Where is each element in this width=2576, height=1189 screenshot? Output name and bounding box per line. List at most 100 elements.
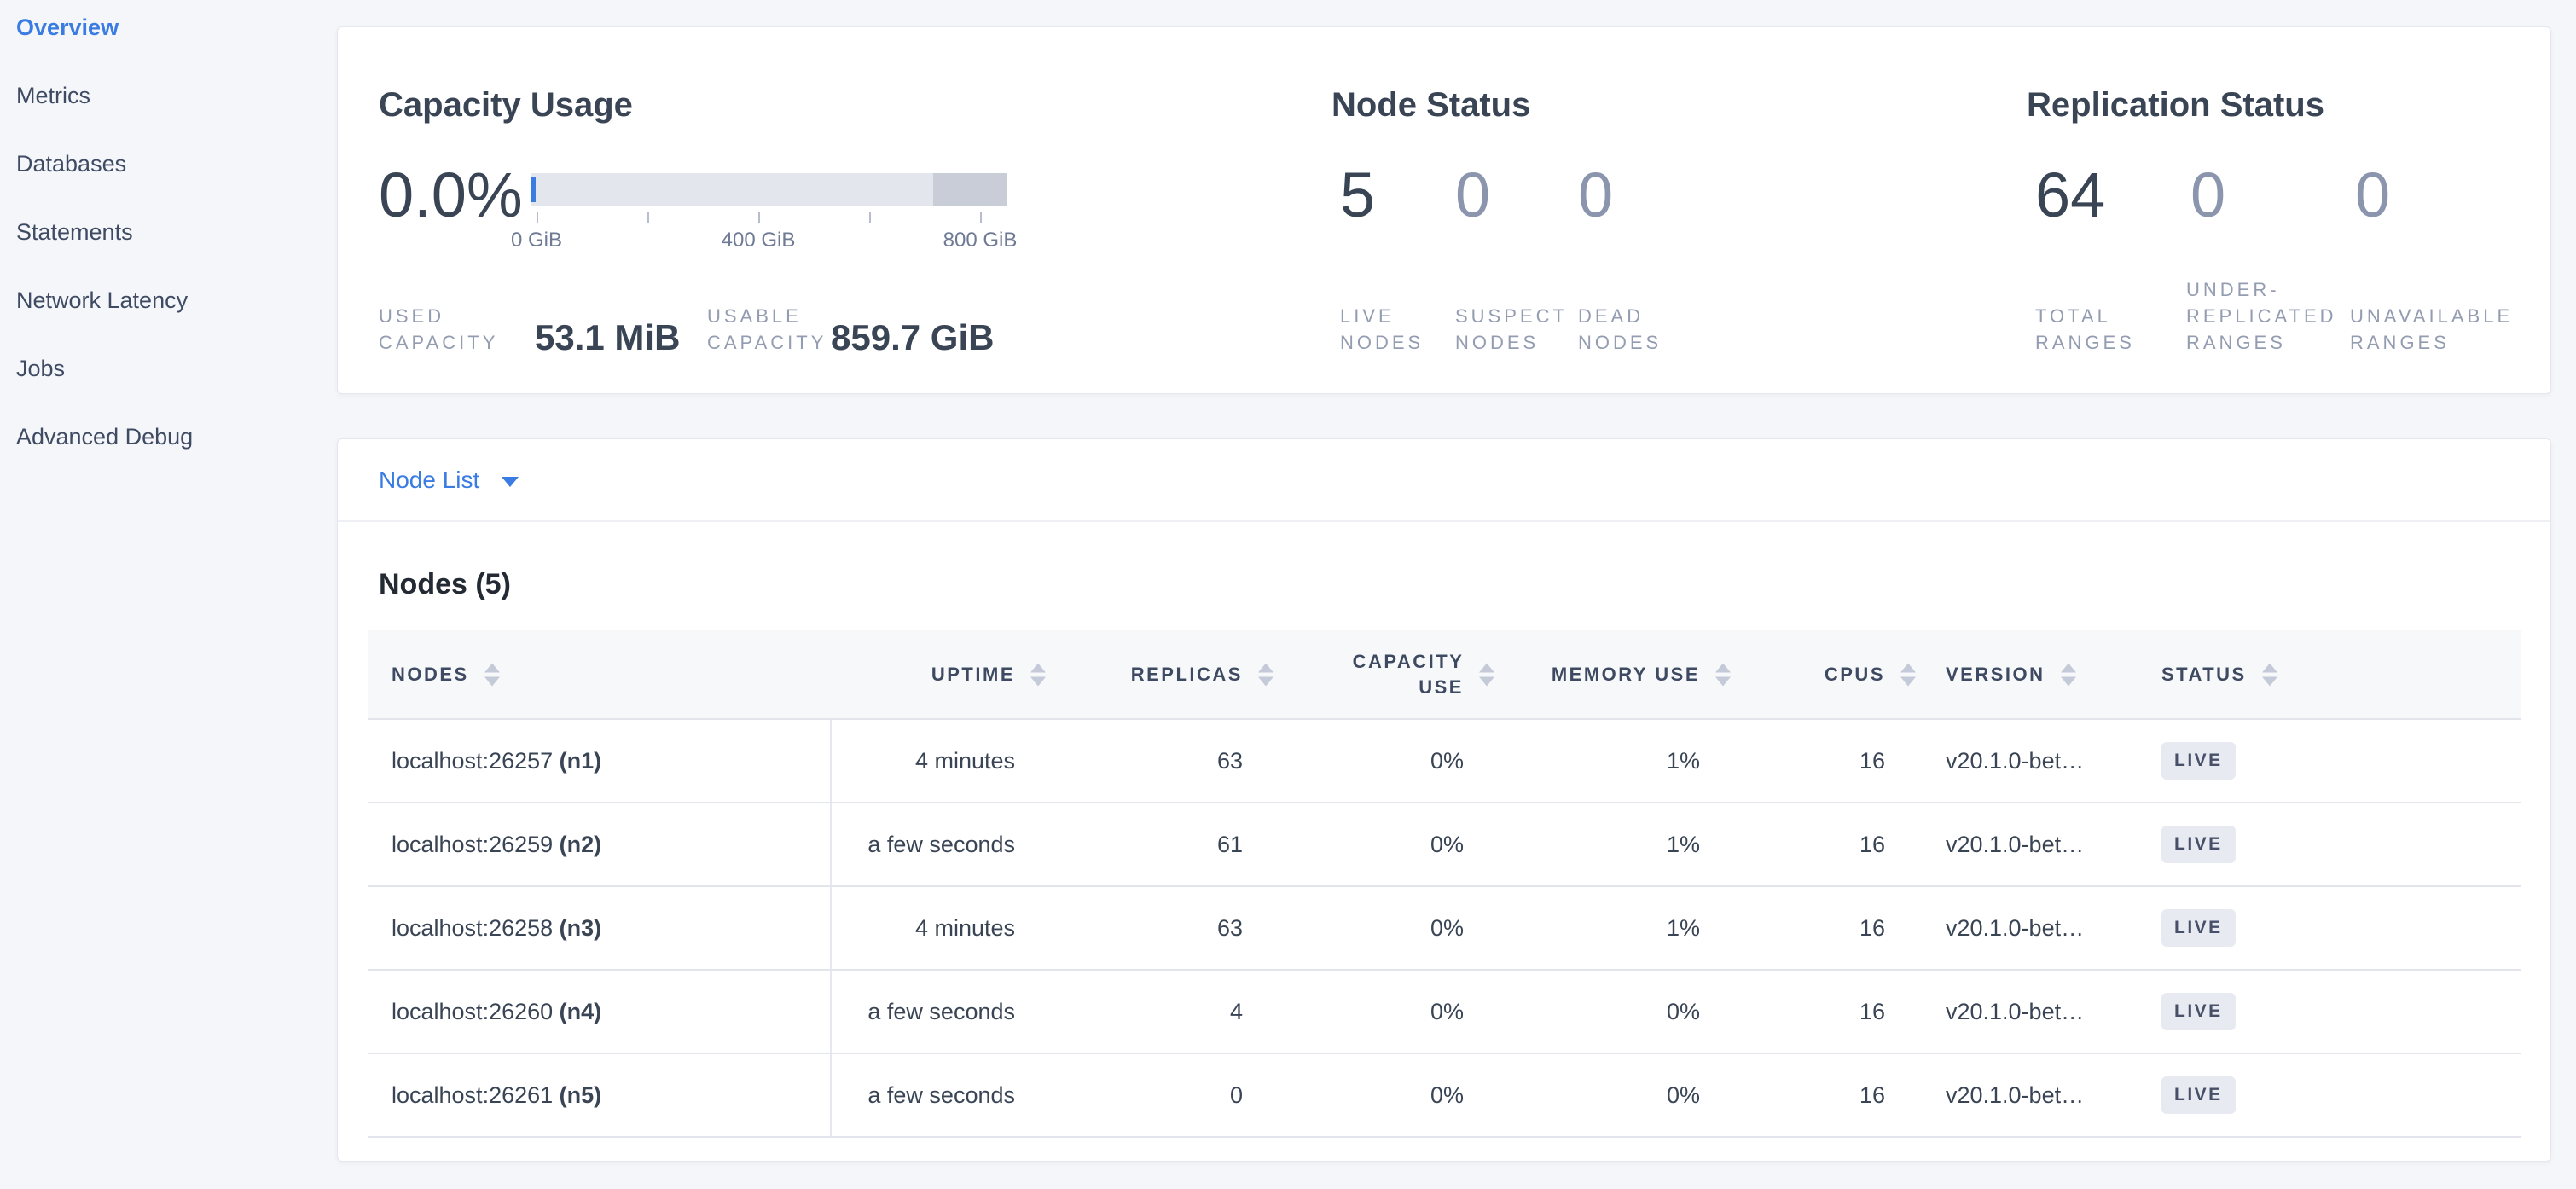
- node-status-title: Node Status: [1332, 86, 1531, 124]
- column-header-nodes[interactable]: NODES: [368, 630, 831, 720]
- unavailable-ranges-count: 0: [2355, 160, 2391, 230]
- capacity-gauge-nonusable-segment: [933, 173, 1007, 206]
- suspect-nodes-label: SUSPECT NODES: [1455, 305, 1568, 353]
- table-row: localhost:26261 (n5) a few seconds 0 0% …: [368, 1053, 2521, 1138]
- dead-nodes-count: 0: [1578, 160, 1614, 230]
- dead-nodes-label: DEAD NODES: [1578, 305, 1662, 353]
- capacity-gauge-track: [531, 173, 1007, 206]
- column-header-memory-use[interactable]: MEMORY USE: [1464, 630, 1731, 720]
- table-row: localhost:26257 (n1) 4 minutes 63 0% 1% …: [368, 719, 2521, 803]
- node-address[interactable]: localhost:26261 (n5): [368, 1053, 832, 1138]
- sort-icon: [1479, 663, 1494, 686]
- node-memory-use: 0%: [1464, 1053, 1700, 1138]
- column-header-replicas[interactable]: REPLICAS: [1015, 630, 1273, 720]
- total-ranges-count: 64: [2035, 160, 2106, 230]
- chevron-down-icon: [502, 476, 519, 487]
- sidebar-item-metrics[interactable]: Metrics: [16, 83, 90, 108]
- node-address[interactable]: localhost:26260 (n4): [368, 970, 832, 1054]
- node-cpus: 16: [1700, 1053, 1885, 1138]
- table-row: localhost:26260 (n4) a few seconds 4 0% …: [368, 970, 2521, 1054]
- capacity-gauge: 0 GiB 400 GiB 800 GiB: [511, 173, 1017, 252]
- table-row: localhost:26259 (n2) a few seconds 61 0%…: [368, 803, 2521, 887]
- gauge-tick: [758, 212, 760, 223]
- sidebar-item-jobs[interactable]: Jobs: [16, 356, 66, 381]
- gauge-tick-label: 0 GiB: [510, 229, 563, 252]
- nodes-table: NODES UPTIME REPLICAS CAPACITY USE: [368, 630, 2521, 1138]
- node-uptime: 4 minutes: [831, 719, 1015, 803]
- column-header-uptime[interactable]: UPTIME: [831, 630, 1046, 720]
- under-replicated-ranges-label: UNDER-REPLICATED RANGES: [2186, 279, 2337, 353]
- node-uptime: 4 minutes: [831, 886, 1015, 971]
- live-nodes-label: LIVE NODES: [1340, 305, 1424, 353]
- node-replicas: 4: [1015, 970, 1243, 1054]
- status-badge: LIVE: [2161, 909, 2236, 947]
- node-capacity-use: 0%: [1243, 803, 1464, 887]
- usable-capacity-value: 859.7 GiB: [831, 317, 995, 357]
- main-content: Capacity Usage 0.0% 0 GiB 400 GiB 800 Gi…: [337, 0, 2551, 1162]
- node-memory-use: 1%: [1464, 803, 1700, 887]
- node-cpus: 16: [1700, 886, 1885, 971]
- live-nodes-count: 5: [1340, 160, 1376, 230]
- used-capacity-label: USED CAPACITY: [379, 305, 499, 353]
- status-badge: LIVE: [2161, 993, 2236, 1030]
- node-replicas: 63: [1015, 719, 1243, 803]
- node-status-cell: LIVE: [2132, 719, 2521, 803]
- node-version: v20.1.0-bet…: [1885, 803, 2132, 887]
- sidebar: Overview Metrics Databases Statements Ne…: [0, 0, 324, 1189]
- node-capacity-use: 0%: [1243, 886, 1464, 971]
- node-capacity-use: 0%: [1243, 1053, 1464, 1138]
- sidebar-item-databases[interactable]: Databases: [16, 151, 127, 177]
- sidebar-item-advanced-debug[interactable]: Advanced Debug: [16, 424, 194, 450]
- sort-icon: [2261, 663, 2277, 686]
- status-badge: LIVE: [2161, 742, 2236, 780]
- node-replicas: 63: [1015, 886, 1243, 971]
- sort-icon: [2060, 663, 2076, 686]
- status-badge: LIVE: [2161, 1076, 2236, 1114]
- node-status-cell: LIVE: [2132, 886, 2521, 971]
- sidebar-item-overview[interactable]: Overview: [16, 14, 119, 40]
- node-cpus: 16: [1700, 719, 1885, 803]
- capacity-percent: 0.0%: [379, 160, 523, 230]
- node-status-cell: LIVE: [2132, 803, 2521, 887]
- sidebar-item-network-latency[interactable]: Network Latency: [16, 287, 189, 313]
- node-cpus: 16: [1700, 803, 1885, 887]
- unavailable-ranges-label: UNAVAILABLE RANGES: [2350, 305, 2514, 353]
- node-list-dropdown[interactable]: Node List: [338, 439, 2550, 522]
- sort-icon: [1715, 663, 1731, 686]
- usable-capacity-label: USABLE CAPACITY: [707, 305, 827, 353]
- total-ranges-label: TOTAL RANGES: [2035, 305, 2135, 353]
- column-header-status[interactable]: STATUS: [2132, 630, 2521, 720]
- sidebar-item-statements[interactable]: Statements: [16, 219, 133, 245]
- capacity-used-bar: [531, 177, 536, 202]
- gauge-tick-label: 400 GiB: [721, 229, 796, 252]
- node-list-dropdown-label: Node List: [379, 466, 480, 493]
- sort-icon: [484, 663, 500, 686]
- node-memory-use: 1%: [1464, 719, 1700, 803]
- node-memory-use: 1%: [1464, 886, 1700, 971]
- replication-status-title: Replication Status: [2027, 86, 2324, 124]
- node-address[interactable]: localhost:26258 (n3): [368, 886, 832, 971]
- gauge-tick-label: 800 GiB: [943, 229, 1018, 252]
- sort-icon: [1900, 663, 1916, 686]
- node-uptime: a few seconds: [831, 803, 1015, 887]
- node-capacity-use: 0%: [1243, 719, 1464, 803]
- column-header-capacity-use[interactable]: CAPACITY USE: [1243, 630, 1494, 720]
- nodes-table-title: Nodes (5): [379, 568, 511, 600]
- node-version: v20.1.0-bet…: [1885, 719, 2132, 803]
- column-header-cpus[interactable]: CPUS: [1700, 630, 1916, 720]
- node-capacity-use: 0%: [1243, 970, 1464, 1054]
- node-list-card: Node List Nodes (5) NODES UP: [337, 438, 2551, 1162]
- column-header-version[interactable]: VERSION: [1885, 630, 2132, 720]
- table-row: localhost:26258 (n3) 4 minutes 63 0% 1% …: [368, 886, 2521, 971]
- node-replicas: 61: [1015, 803, 1243, 887]
- gauge-tick: [537, 212, 538, 223]
- node-version: v20.1.0-bet…: [1885, 970, 2132, 1054]
- gauge-tick: [869, 212, 871, 223]
- node-cpus: 16: [1700, 970, 1885, 1054]
- node-status-cell: LIVE: [2132, 1053, 2521, 1138]
- node-version: v20.1.0-bet…: [1885, 1053, 2132, 1138]
- sort-icon: [1030, 663, 1046, 686]
- node-address[interactable]: localhost:26257 (n1): [368, 719, 832, 803]
- node-status-cell: LIVE: [2132, 970, 2521, 1054]
- node-address[interactable]: localhost:26259 (n2): [368, 803, 832, 887]
